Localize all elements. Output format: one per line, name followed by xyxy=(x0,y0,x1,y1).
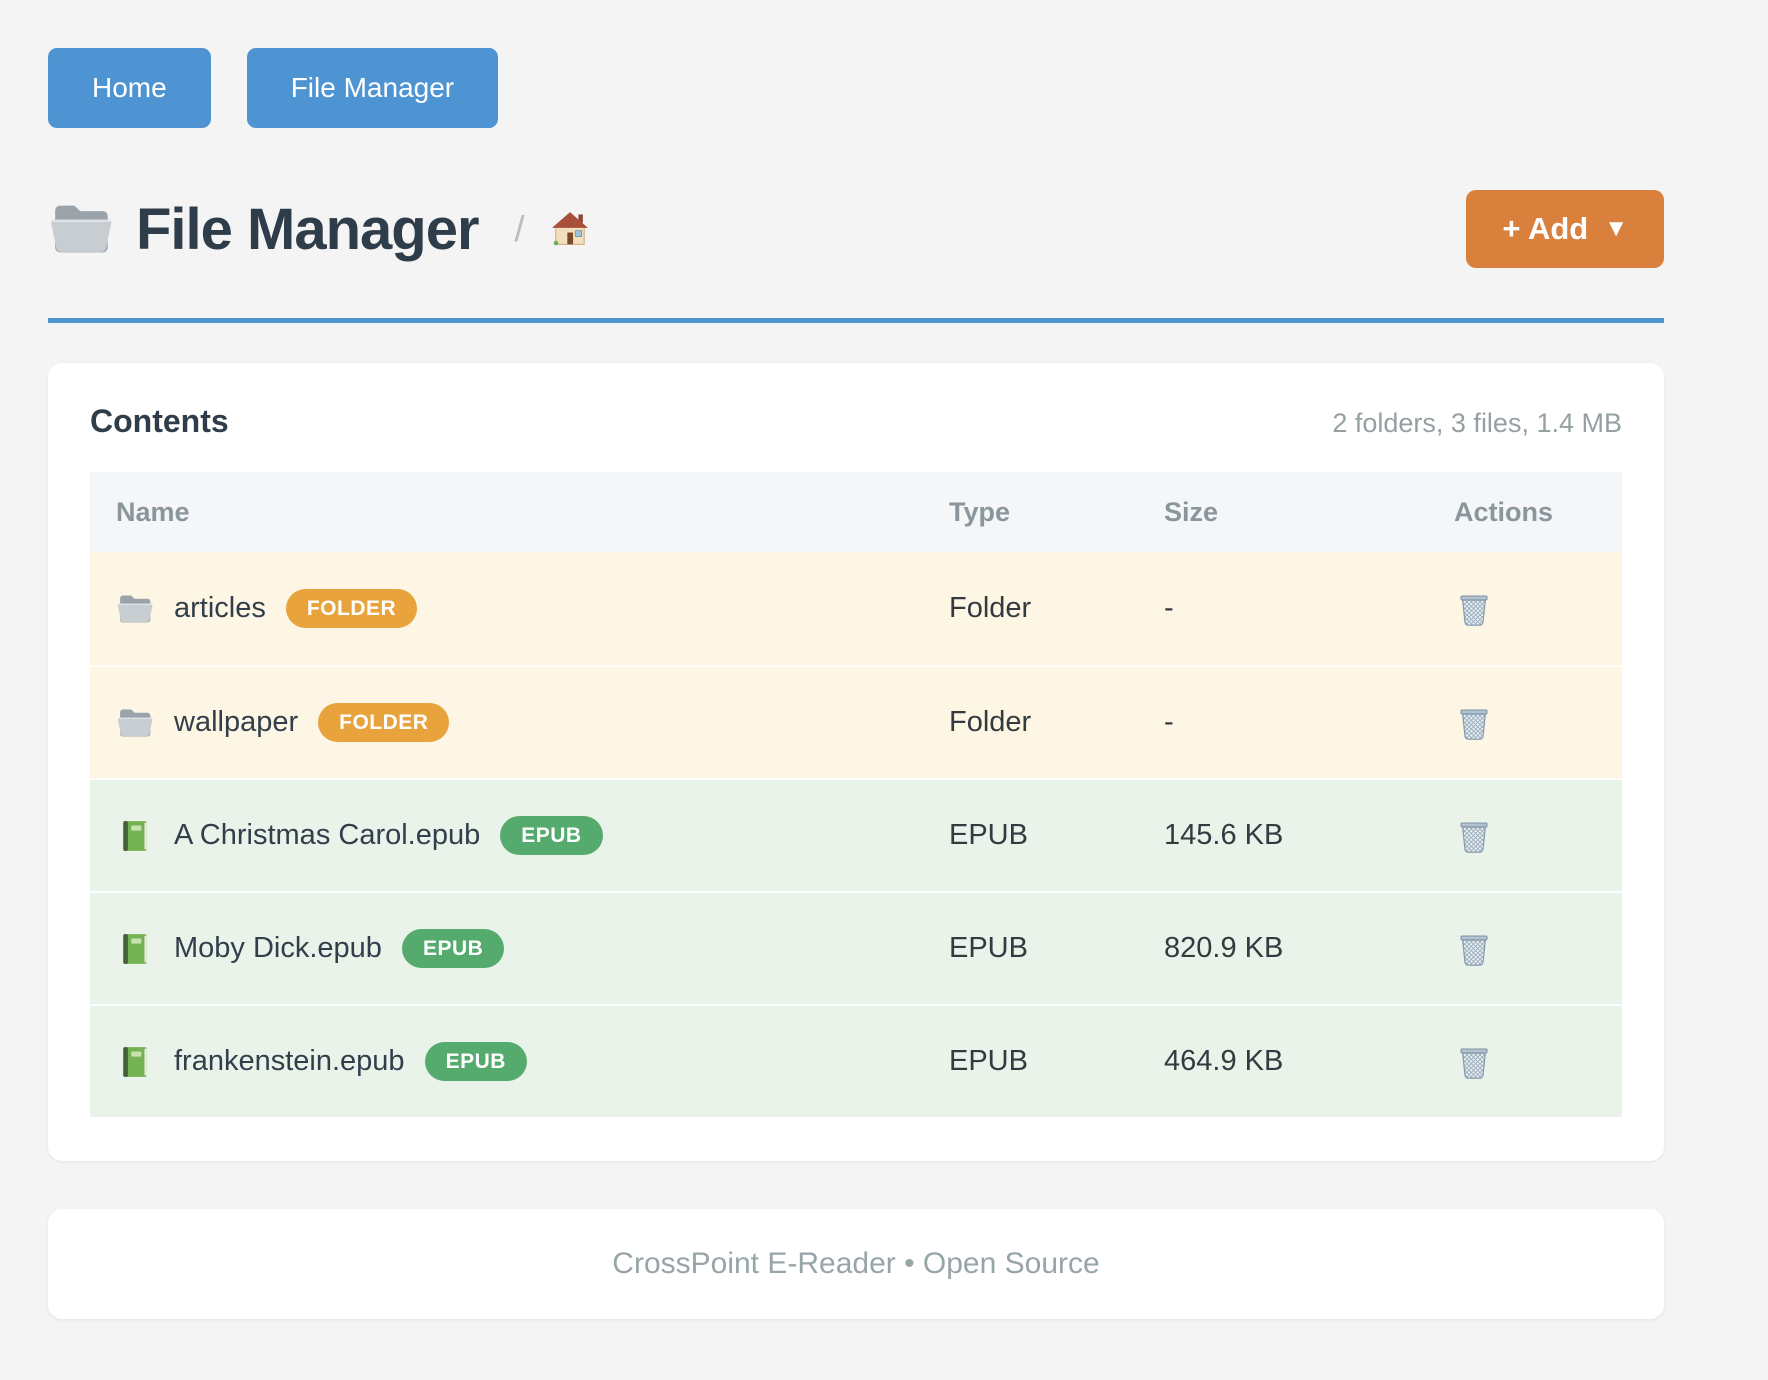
title-group: File Manager / xyxy=(48,196,593,263)
file-manager-nav-button[interactable]: File Manager xyxy=(246,48,499,128)
page-title: File Manager xyxy=(136,196,480,262)
book-icon xyxy=(116,817,154,855)
column-header-type: Type xyxy=(949,496,1011,527)
trash-icon xyxy=(1454,589,1494,629)
name-cell: Moby Dick.epub EPUB xyxy=(116,929,949,968)
contents-heading: Contents xyxy=(90,403,229,439)
folder-badge: FOLDER xyxy=(285,589,418,628)
table-body: articles FOLDER Folder - wallpaper xyxy=(90,552,1622,1117)
delete-button[interactable] xyxy=(1454,1042,1494,1082)
size-cell: 145.6 KB xyxy=(1164,819,1284,851)
actions-cell xyxy=(1454,1042,1596,1082)
home-nav-button[interactable]: Home xyxy=(48,48,211,128)
name-cell: articles FOLDER xyxy=(116,589,949,628)
contents-card-header: Contents 2 folders, 3 files, 1.4 MB xyxy=(90,403,1622,440)
folder-icon xyxy=(116,704,154,742)
epub-badge: EPUB xyxy=(424,1042,527,1081)
caret-down-icon: ▼ xyxy=(1604,215,1628,242)
size-cell: 820.9 KB xyxy=(1164,932,1284,964)
name-cell: wallpaper FOLDER xyxy=(116,703,949,742)
page-header: File Manager / + Add ▼ xyxy=(48,190,1664,268)
trash-icon xyxy=(1454,703,1494,743)
table-row: articles FOLDER Folder - xyxy=(90,552,1622,665)
breadcrumb-separator: / xyxy=(514,208,525,249)
column-header-actions: Actions xyxy=(1454,496,1554,527)
epub-badge: EPUB xyxy=(500,816,603,855)
add-button[interactable]: + Add ▼ xyxy=(1466,190,1664,268)
contents-card: Contents 2 folders, 3 files, 1.4 MB Name… xyxy=(48,363,1664,1161)
column-header-size: Size xyxy=(1164,496,1219,527)
table-row: wallpaper FOLDER Folder - xyxy=(90,665,1622,778)
file-table: Name Type Size Actions articles FOLDER F… xyxy=(90,472,1622,1117)
file-name-link[interactable]: wallpaper xyxy=(174,706,299,738)
table-row: Moby Dick.epub EPUB EPUB 820.9 KB xyxy=(90,891,1622,1004)
trash-icon xyxy=(1454,929,1494,969)
epub-badge: EPUB xyxy=(401,929,505,968)
type-cell: Folder xyxy=(949,592,1032,624)
type-cell: EPUB xyxy=(949,819,1028,851)
page-container: Home File Manager File Manager / + Add ▼… xyxy=(48,0,1664,1319)
actions-cell xyxy=(1454,929,1596,969)
contents-summary: 2 folders, 3 files, 1.4 MB xyxy=(1332,408,1622,438)
table-header-row: Name Type Size Actions xyxy=(90,472,1622,552)
footer-card: CrossPoint E-Reader • Open Source xyxy=(48,1209,1664,1319)
footer-text: CrossPoint E-Reader • Open Source xyxy=(612,1247,1100,1280)
delete-button[interactable] xyxy=(1454,816,1494,856)
delete-button[interactable] xyxy=(1454,929,1494,969)
folder-icon xyxy=(48,196,114,262)
file-name-link[interactable]: frankenstein.epub xyxy=(174,1045,405,1077)
delete-button[interactable] xyxy=(1454,589,1494,629)
header-divider xyxy=(48,318,1664,323)
actions-cell xyxy=(1454,703,1596,743)
name-cell: A Christmas Carol.epub EPUB xyxy=(116,816,949,855)
table-row: A Christmas Carol.epub EPUB EPUB 145.6 K… xyxy=(90,778,1622,891)
type-cell: EPUB xyxy=(949,1045,1028,1077)
folder-badge: FOLDER xyxy=(318,703,450,742)
actions-cell xyxy=(1454,589,1596,629)
add-button-label: + Add xyxy=(1502,211,1589,246)
book-icon xyxy=(116,1043,154,1081)
name-cell: frankenstein.epub EPUB xyxy=(116,1042,949,1081)
size-cell: - xyxy=(1164,706,1174,738)
file-name-link[interactable]: A Christmas Carol.epub xyxy=(174,819,481,851)
table-row: frankenstein.epub EPUB EPUB 464.9 KB xyxy=(90,1004,1622,1117)
folder-icon xyxy=(116,590,154,628)
file-name-link[interactable]: articles xyxy=(174,592,266,624)
file-name-link[interactable]: Moby Dick.epub xyxy=(174,932,382,964)
size-cell: - xyxy=(1164,592,1174,624)
size-cell: 464.9 KB xyxy=(1164,1045,1284,1077)
home-icon[interactable] xyxy=(547,206,593,252)
trash-icon xyxy=(1454,1042,1494,1082)
trash-icon xyxy=(1454,816,1494,856)
type-cell: EPUB xyxy=(949,932,1028,964)
actions-cell xyxy=(1454,816,1596,856)
top-nav: Home File Manager xyxy=(48,0,1664,128)
type-cell: Folder xyxy=(949,706,1032,738)
delete-button[interactable] xyxy=(1454,703,1494,743)
column-header-name: Name xyxy=(116,496,190,527)
book-icon xyxy=(116,930,154,968)
